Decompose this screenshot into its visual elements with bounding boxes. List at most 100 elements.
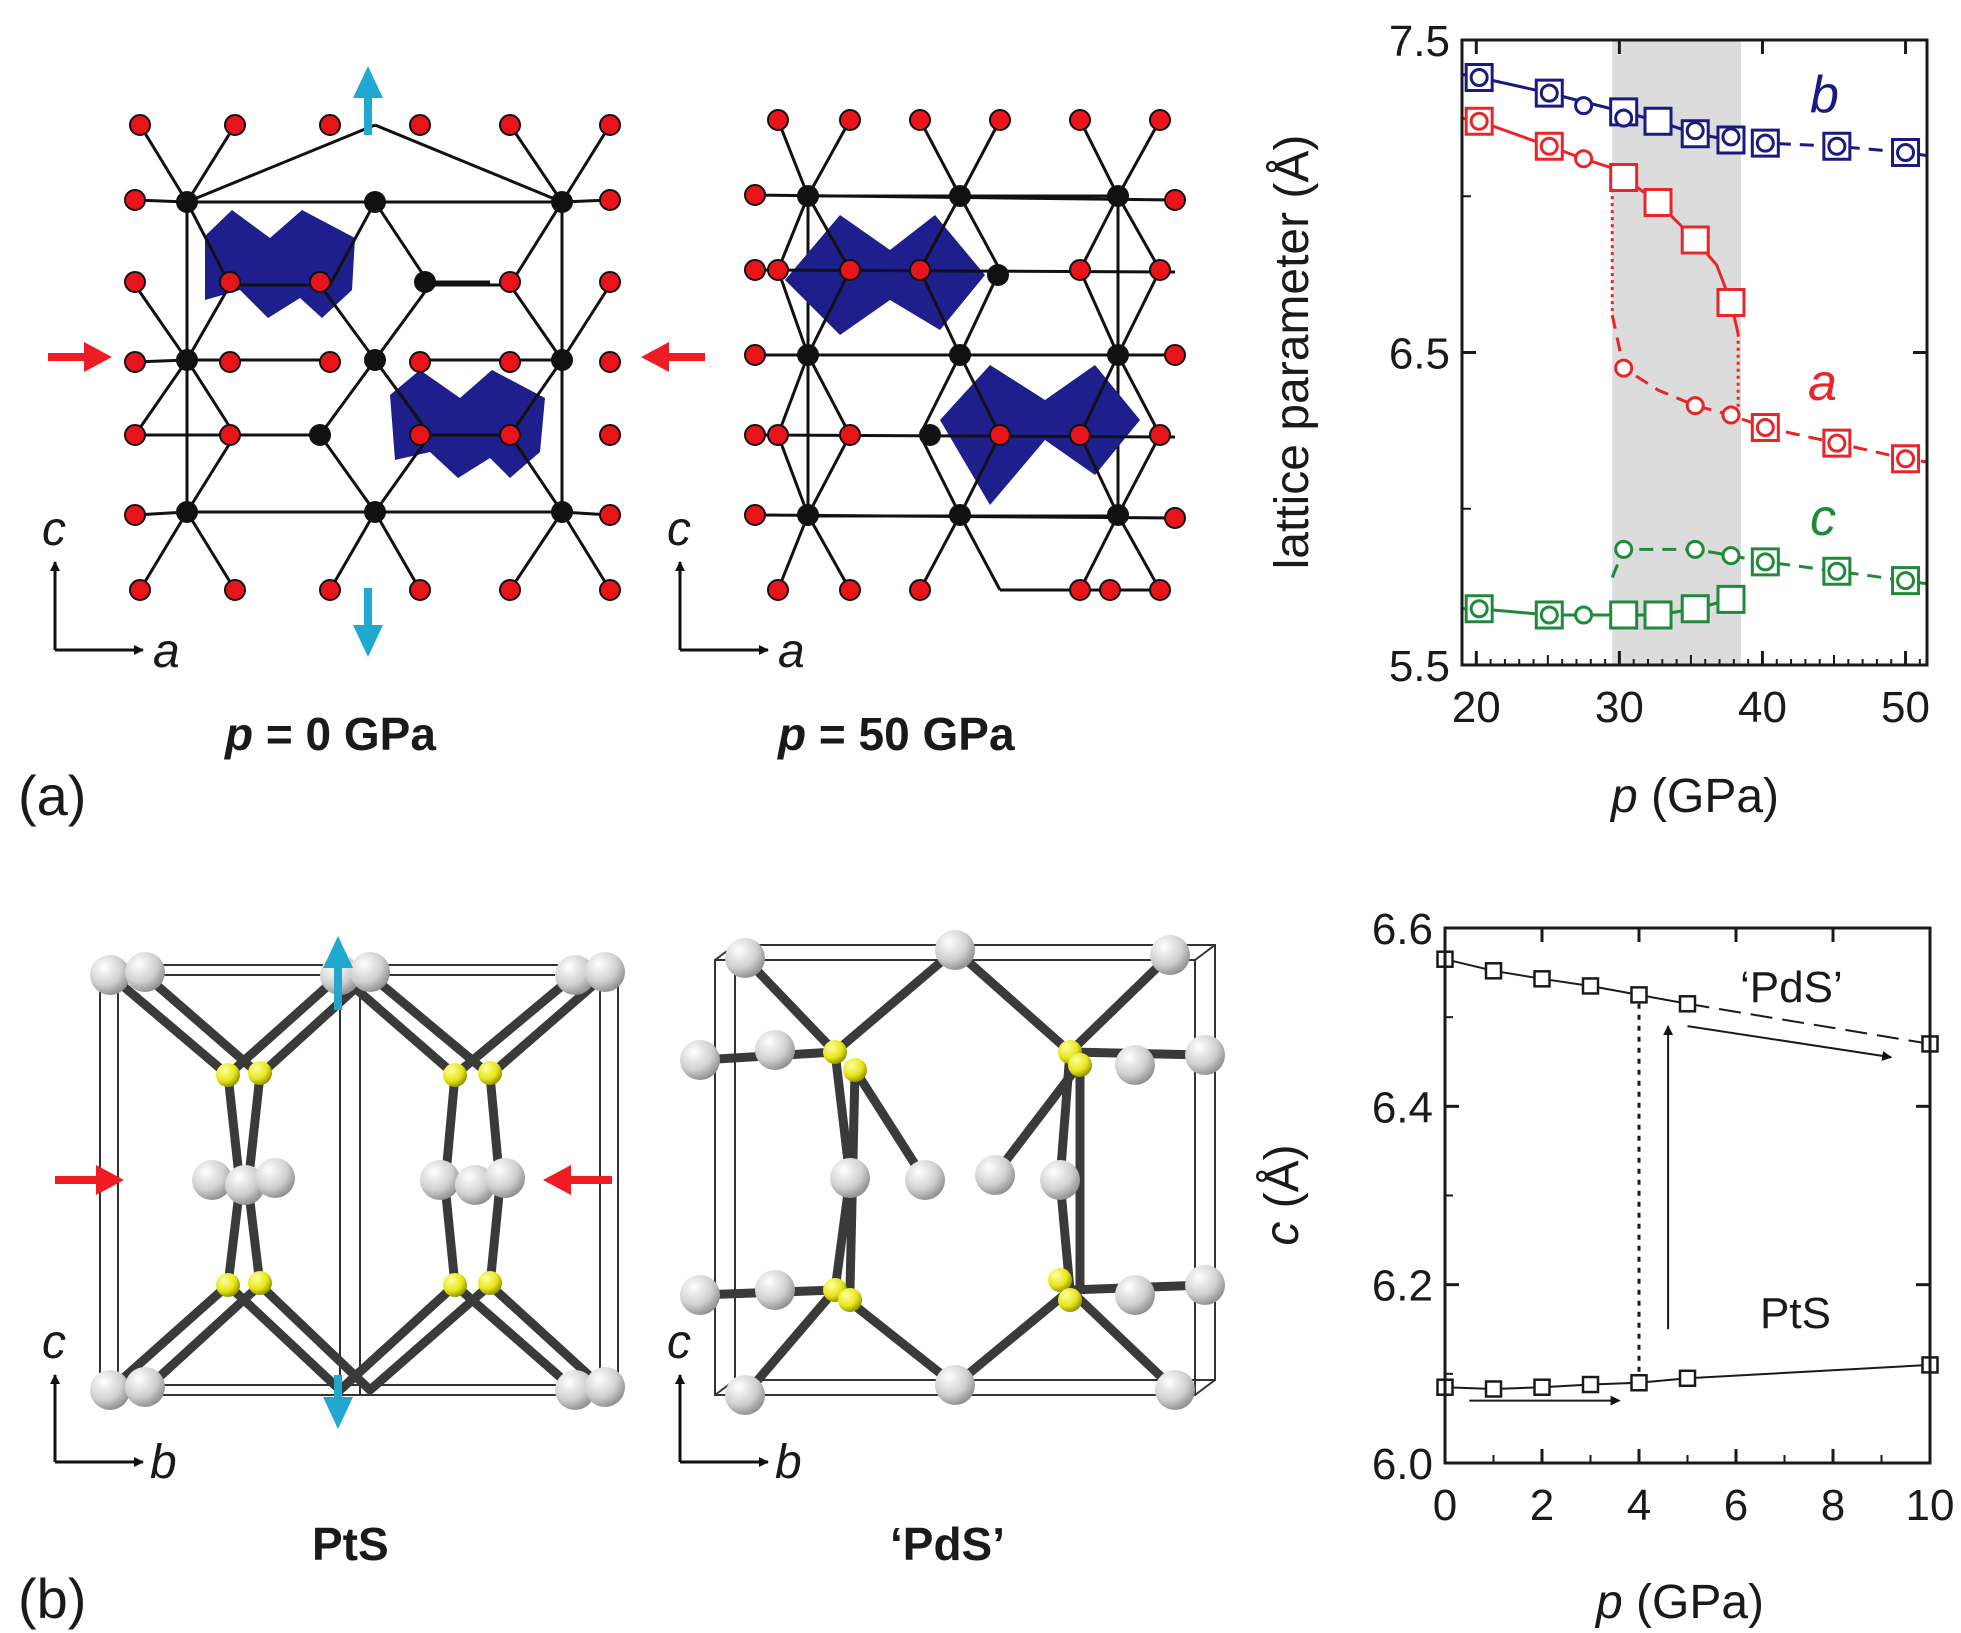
x-axis-title: p (GPa) xyxy=(1609,770,1779,823)
series-extension-PtS xyxy=(1687,1363,1931,1380)
axis-label-c: c xyxy=(667,1316,691,1369)
data-point-circle-a xyxy=(1721,405,1741,425)
yellow-atoms xyxy=(216,1061,502,1297)
y-tick-label: 6.0 xyxy=(1372,1440,1433,1489)
y-tick-label: 6.2 xyxy=(1372,1262,1433,1311)
data-point-circle-b xyxy=(1685,121,1705,141)
data-point-circle-c xyxy=(1539,605,1559,625)
y-tick-label: 6.6 xyxy=(1372,905,1433,954)
y-tick-label: 6.5 xyxy=(1389,330,1450,379)
grey-atoms xyxy=(90,952,625,1410)
series-label-c: c xyxy=(1810,489,1836,547)
x-tick-label: 40 xyxy=(1738,683,1787,732)
x-tick-label: 4 xyxy=(1627,1481,1651,1530)
lattice-parameter-chart: 20 30 40 50 5.5 6.5 7.5 b a c lattice paramete… xyxy=(1266,17,1930,823)
c-parameter-chart: 0 2 4 6 8 10 6.0 6.2 6.4 6.6 ‘PdS’ PtS c (Å) p (G… xyxy=(1256,905,1954,1629)
data-point-circle-a xyxy=(1469,111,1489,131)
data-point-circle-a xyxy=(1574,149,1594,169)
axis-label-c: c xyxy=(42,1316,66,1369)
series-label-pts: PtS xyxy=(1760,1289,1831,1338)
data-point-circle-a xyxy=(1685,396,1705,416)
data-point-square-c xyxy=(1680,594,1710,624)
data-point-PtS xyxy=(1630,1374,1648,1392)
axes-indicator-b-left: c b xyxy=(42,1316,177,1489)
x-tick-label: 50 xyxy=(1881,683,1930,732)
caption-pds: ‘PdS’ xyxy=(890,1518,1005,1570)
structure-b-pds xyxy=(680,930,1225,1415)
data-point-square-c xyxy=(1643,600,1673,630)
series-label-b: b xyxy=(1810,66,1839,124)
sulfur-atoms xyxy=(124,114,621,601)
x-tick-label: 0 xyxy=(1433,1481,1457,1530)
series-label-a: a xyxy=(1808,354,1837,412)
caption-p0: p = 0 GPa xyxy=(223,708,436,760)
x-tick-label: 20 xyxy=(1452,683,1501,732)
data-point-circle-c xyxy=(1574,605,1594,625)
axis-label-c: c xyxy=(667,503,691,556)
data-point-circle-b xyxy=(1721,127,1741,147)
series-line-PdS xyxy=(1444,958,1688,1005)
data-point-circle-b xyxy=(1469,68,1489,87)
metal-atoms xyxy=(176,191,573,523)
structure-a-p50 xyxy=(744,109,1186,601)
data-point-PdS xyxy=(1484,962,1503,980)
x-tick-label: 6 xyxy=(1724,1481,1748,1530)
caption-pts: PtS xyxy=(312,1518,389,1570)
data-point-circle-b xyxy=(1614,108,1634,128)
data-point-square-a xyxy=(1716,288,1746,317)
data-point-circle-b xyxy=(1755,133,1775,153)
data-point-circle-c xyxy=(1755,552,1775,572)
data-point-circle-a xyxy=(1827,433,1847,453)
axis-label-b: b xyxy=(775,1436,802,1489)
caption-p50: p = 50 GPa xyxy=(776,708,1015,760)
series-label-pds: ‘PdS’ xyxy=(1740,963,1843,1012)
data-point-circle-a xyxy=(1539,136,1559,156)
panel-label-b: (b) xyxy=(18,1567,86,1630)
data-point-circle-b xyxy=(1896,143,1916,162)
pressure-arrows-a xyxy=(48,66,705,657)
axes-indicator-a-right: c a xyxy=(667,503,805,678)
data-point-circle-a xyxy=(1755,418,1775,437)
series-line-PtS xyxy=(1444,1377,1688,1390)
data-point-circle-c xyxy=(1614,539,1634,559)
data-point-PdS xyxy=(1630,986,1648,1004)
data-point-circle-c xyxy=(1896,571,1916,591)
data-point-circle-b xyxy=(1574,96,1594,116)
data-point-circle-c xyxy=(1469,599,1489,619)
data-point-circle-c xyxy=(1721,546,1741,566)
data-point-PdS xyxy=(1581,977,1600,995)
data-point-PtS xyxy=(1533,1378,1551,1396)
data-point-square-c xyxy=(1716,584,1746,614)
data-point-square-b xyxy=(1643,106,1673,136)
x-axis-title: p (GPa) xyxy=(1594,1576,1764,1629)
pressure-arrows-b xyxy=(55,936,612,1429)
data-point-circle-c xyxy=(1685,539,1705,559)
data-point-PtS xyxy=(1484,1380,1503,1398)
data-point-circle-b xyxy=(1827,136,1847,156)
axes-indicator-a-left: c a xyxy=(42,503,180,678)
data-point-square-a xyxy=(1680,225,1710,255)
data-point-circle-c xyxy=(1827,561,1847,581)
axes-indicator-b-right: c b xyxy=(667,1316,802,1489)
data-point-PdS xyxy=(1533,970,1551,988)
axis-label-c: c xyxy=(42,503,66,556)
series-extension-PdS xyxy=(1687,1002,1931,1045)
data-point-PtS xyxy=(1678,1369,1697,1388)
structure-a-p0 xyxy=(48,66,705,657)
data-point-circle-b xyxy=(1539,83,1559,103)
x-tick-label: 30 xyxy=(1595,683,1644,732)
data-point-circle-a xyxy=(1896,449,1916,469)
y-tick-label: 7.5 xyxy=(1389,17,1450,66)
y-tick-label: 6.4 xyxy=(1372,1083,1433,1132)
data-point-circle-a xyxy=(1614,358,1634,378)
x-tick-label: 2 xyxy=(1530,1481,1554,1530)
arrow-pds-compression xyxy=(1687,1025,1893,1061)
data-point-PdS xyxy=(1678,995,1697,1013)
axis-label-a: a xyxy=(778,625,805,678)
structure-b-pts xyxy=(55,936,625,1429)
panel-label-a: (a) xyxy=(18,764,86,827)
x-tick-label: 10 xyxy=(1906,1481,1955,1530)
axis-label-a: a xyxy=(153,625,180,678)
y-tick-label: 5.5 xyxy=(1389,642,1450,691)
